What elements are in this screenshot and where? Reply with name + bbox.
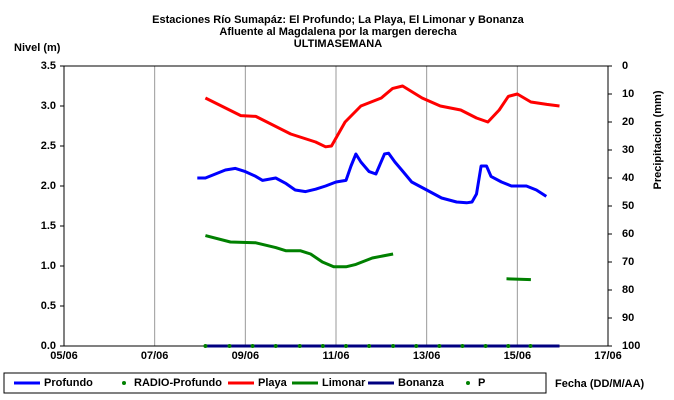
- y2-tick-label: 60: [622, 228, 634, 240]
- y2-tick-label: 80: [622, 284, 634, 296]
- legend-swatch: [466, 381, 470, 385]
- data-point: [203, 344, 208, 348]
- y2-tick-label: 10: [622, 88, 634, 100]
- data-point: [227, 344, 232, 348]
- data-point: [250, 344, 255, 348]
- data-point: [437, 344, 442, 348]
- y2-tick-label: 0: [622, 60, 628, 72]
- x-tick-label: 13/06: [413, 350, 441, 362]
- data-point: [483, 344, 488, 348]
- y2-tick-label: 100: [622, 340, 640, 352]
- data-point: [391, 344, 396, 348]
- y-tick-label: 3.5: [41, 60, 56, 72]
- x-axis-label: Fecha (DD/M/AA): [555, 378, 645, 390]
- y-tick-label: 2.0: [41, 180, 56, 192]
- data-point: [343, 344, 348, 348]
- y2-axis-label: Precipitacion (mm): [652, 90, 664, 189]
- legend-label: Profundo: [44, 377, 93, 389]
- legend-box: [3, 372, 547, 394]
- series-line: [197, 151, 548, 205]
- series-line: [205, 234, 531, 282]
- y-tick-label: 3.0: [41, 100, 56, 112]
- data-point: [506, 344, 511, 348]
- y2-tick-label: 20: [622, 116, 634, 128]
- x-tick-label: 09/06: [232, 350, 260, 362]
- data-point: [460, 344, 465, 348]
- y-tick-label: 1.5: [41, 220, 56, 232]
- legend-swatch: [122, 381, 126, 385]
- x-tick-label: 11/06: [323, 350, 350, 362]
- x-tick-label: 15/06: [504, 350, 532, 362]
- data-point: [414, 344, 419, 348]
- data-point: [320, 344, 325, 348]
- y-tick-label: 2.5: [41, 140, 56, 152]
- y-tick-label: 0.0: [41, 340, 56, 352]
- chart-subtitle: Afluente al Magdalena por la margen dere…: [219, 26, 457, 38]
- y2-tick-label: 70: [622, 256, 634, 268]
- data-point: [367, 344, 372, 348]
- y2-tick-label: 30: [622, 144, 634, 156]
- legend-label: Bonanza: [398, 377, 445, 389]
- chart-subtitle: ULTIMASEMANA: [294, 38, 382, 50]
- data-point: [297, 344, 302, 348]
- chart-title: Estaciones Río Sumapáz: El Profundo; La …: [152, 14, 525, 26]
- legend-label: Limonar: [322, 377, 366, 389]
- x-tick-label: 07/06: [141, 350, 169, 362]
- y-tick-label: 0.5: [41, 300, 56, 312]
- y-axis-label: Nivel (m): [14, 42, 61, 54]
- legend-label: RADIO-Profundo: [134, 377, 222, 389]
- data-point: [273, 344, 278, 348]
- y-tick-label: 1.0: [41, 260, 56, 272]
- legend-label: P: [478, 377, 485, 389]
- data-point: [528, 344, 533, 348]
- series-line: [204, 84, 560, 149]
- y2-tick-label: 50: [622, 200, 634, 212]
- x-tick-label: 05/06: [50, 350, 78, 362]
- y2-tick-label: 90: [622, 312, 634, 324]
- legend-label: Playa: [258, 377, 288, 389]
- y2-tick-label: 40: [622, 172, 634, 184]
- x-tick-label: 17/06: [594, 350, 622, 362]
